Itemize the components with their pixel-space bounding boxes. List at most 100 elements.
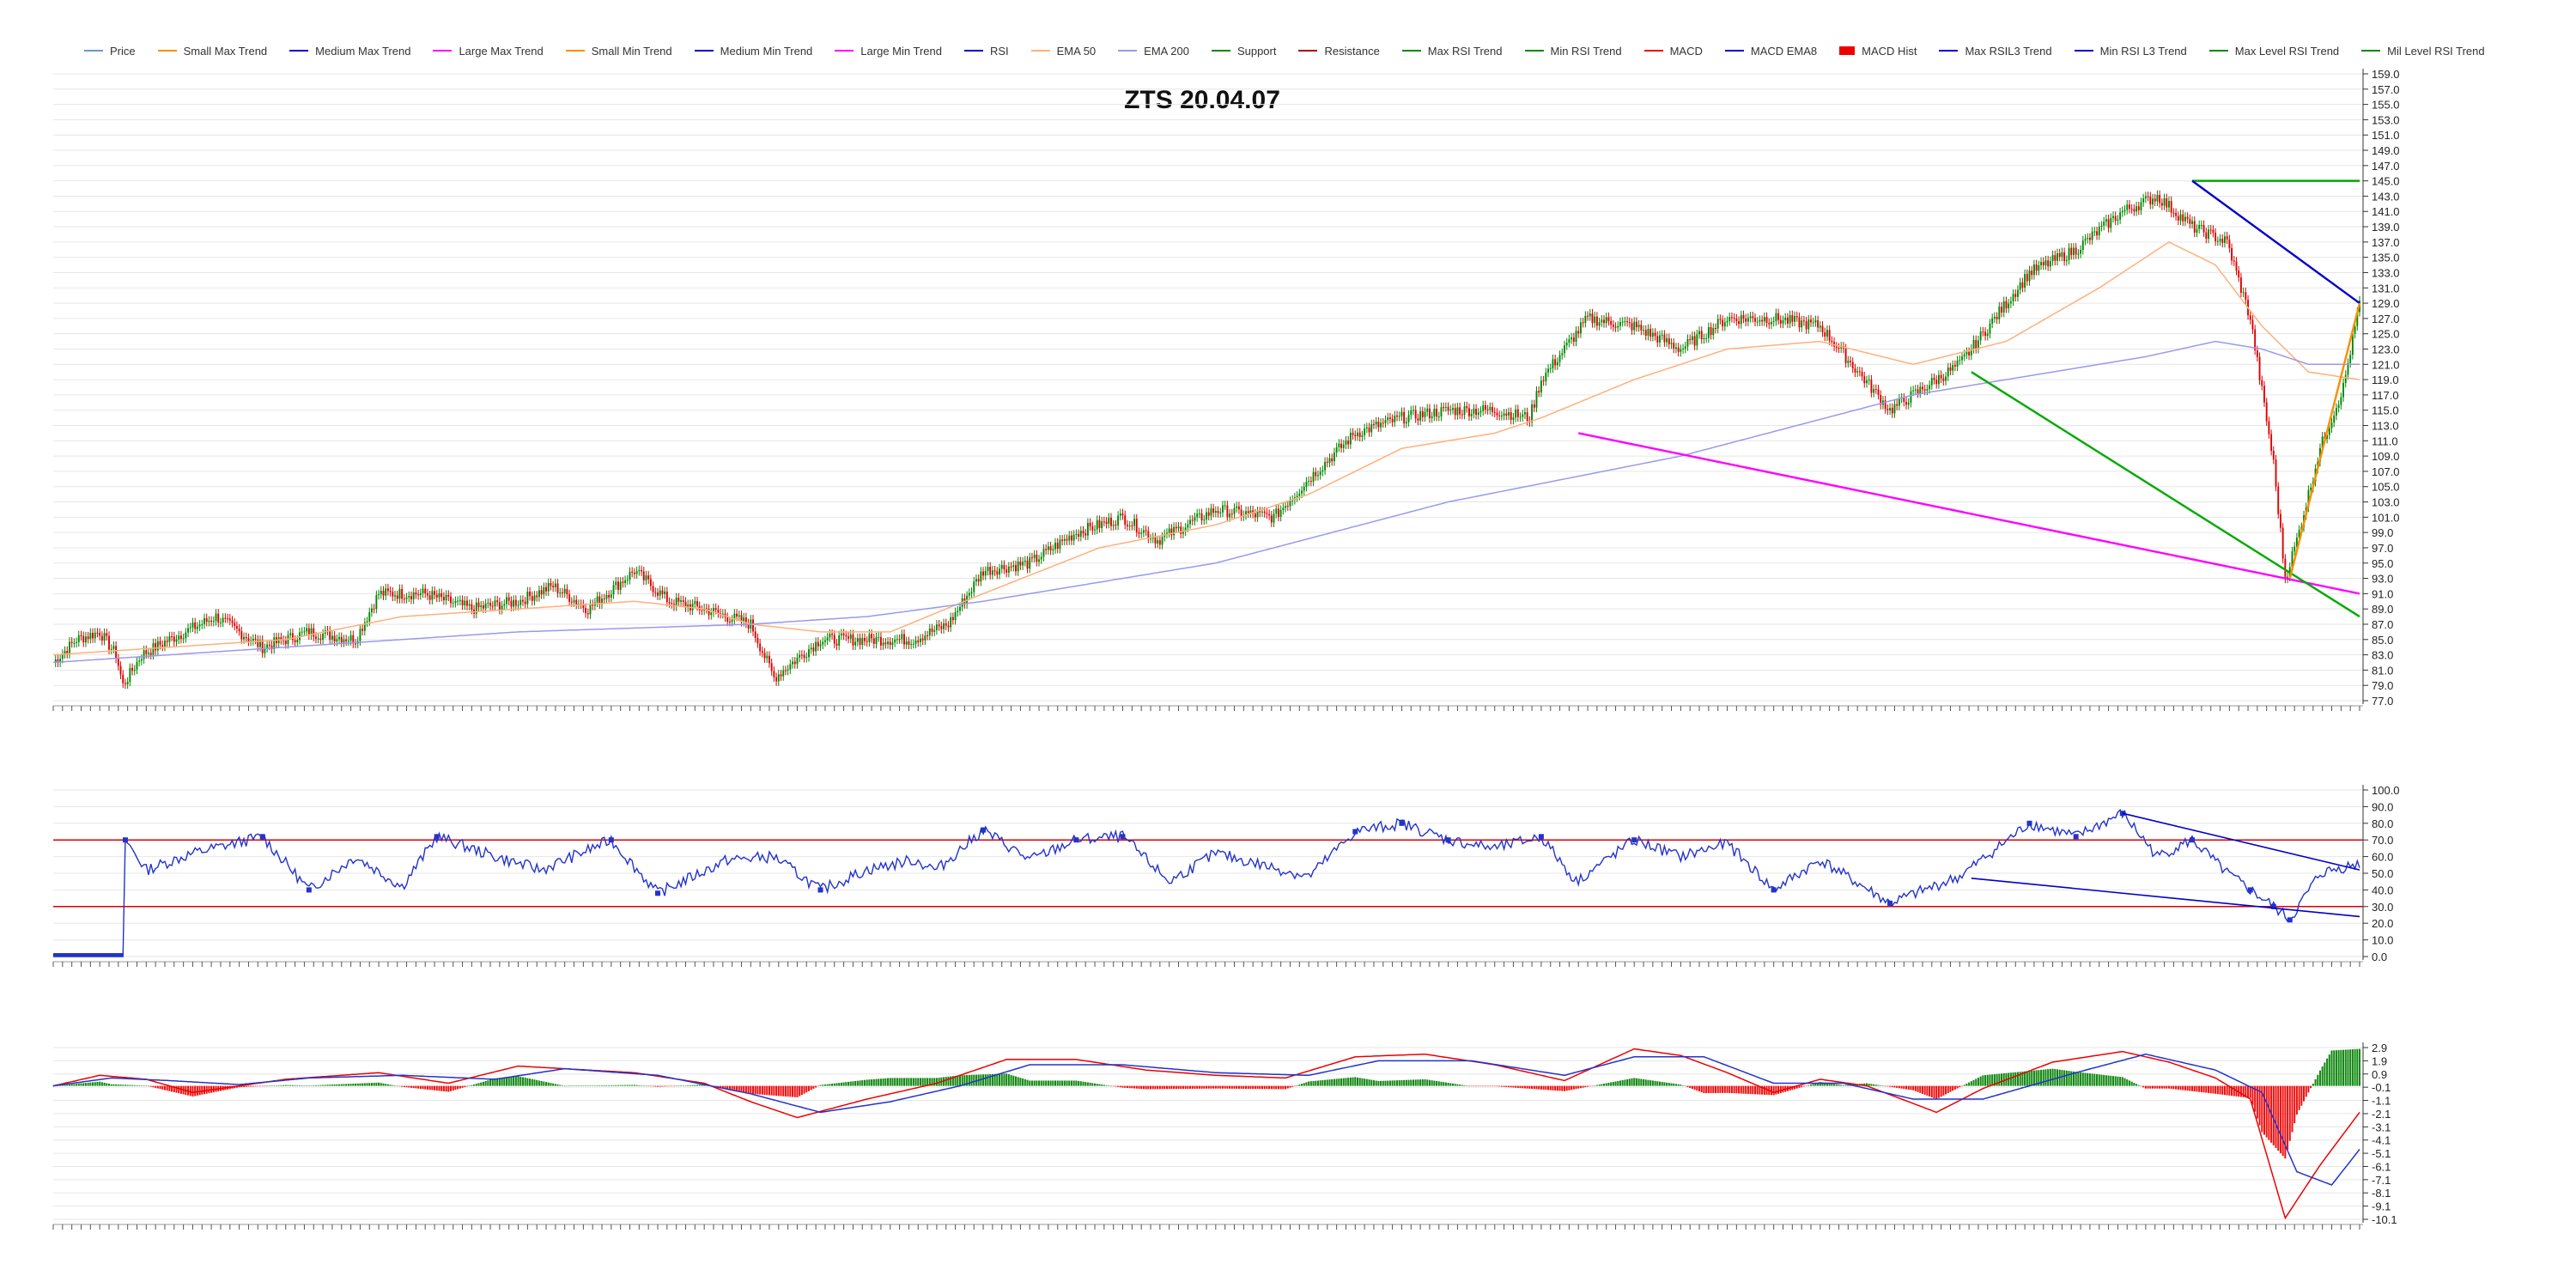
legend-item: Min RSI Trend: [1524, 41, 1622, 60]
candle-body: [317, 638, 319, 640]
candle-body: [1158, 540, 1161, 545]
candle-body: [1956, 360, 1959, 367]
candle-body: [264, 647, 266, 653]
macd-hist-bar: [175, 1085, 178, 1093]
candle-body: [543, 586, 545, 595]
macd-hist-bar: [1096, 1084, 1098, 1086]
candle-body: [1691, 336, 1693, 341]
y-tick-label: 119.0: [2372, 374, 2399, 386]
macd-hist-bar: [1335, 1078, 1338, 1086]
macd-hist-bar: [1601, 1084, 1603, 1086]
candle-body: [665, 591, 668, 603]
candle-body: [1426, 408, 1429, 412]
macd-hist-bar: [1772, 1085, 1775, 1096]
candle-body: [1898, 398, 1900, 406]
candle-body: [329, 630, 331, 640]
y-tick-label: -9.1: [2372, 1200, 2391, 1213]
candle-body: [1373, 424, 1375, 426]
macd-hist-bar: [2179, 1085, 2182, 1091]
macd-hist-bar: [751, 1085, 755, 1095]
candle-body: [1661, 334, 1663, 336]
macd-hist-bar: [2351, 1049, 2354, 1086]
candle-body: [1558, 355, 1561, 362]
candle-body: [204, 617, 205, 624]
macd-hist-bar: [896, 1078, 898, 1086]
legend-label: Mil Level RSI Trend: [2387, 44, 2485, 58]
candle-body: [2093, 231, 2096, 233]
y-tick-label: 139.0: [2372, 221, 2400, 234]
macd-hist-bar: [280, 1084, 283, 1086]
macd-hist-bar: [1486, 1085, 1489, 1087]
macd-hist-bar: [1763, 1085, 1765, 1095]
candle-body: [1086, 522, 1089, 536]
candle-body: [175, 639, 178, 642]
macd-hist-bar: [982, 1074, 985, 1086]
candle-body: [1145, 530, 1147, 532]
candle-body: [280, 637, 283, 641]
candle-body: [338, 636, 340, 640]
macd-hist-bar: [1019, 1078, 1022, 1086]
macd-hist-bar: [1577, 1085, 1580, 1089]
macd-hist-bar: [878, 1078, 880, 1086]
macd-hist-bar: [1005, 1073, 1008, 1086]
candle-body: [1168, 528, 1170, 533]
candle-body: [849, 634, 852, 639]
macd-hist-bar: [2279, 1085, 2281, 1154]
candle-body: [1795, 316, 1798, 318]
candle-body: [1033, 555, 1036, 558]
candle-body: [1759, 319, 1761, 322]
macd-hist-bar: [2061, 1070, 2063, 1086]
candle-body: [2112, 216, 2114, 218]
candle-body: [2202, 224, 2205, 233]
macd-hist-bar: [524, 1078, 526, 1086]
candle-body: [624, 580, 627, 583]
chart-title: ZTS 20.04.07: [1124, 86, 1280, 114]
candle-body: [403, 598, 405, 600]
macd-hist-bar: [1414, 1079, 1417, 1086]
candle-body: [1519, 416, 1522, 418]
macd-hist-bar: [1554, 1085, 1557, 1091]
candle-body: [1975, 339, 1978, 349]
candle-body: [385, 588, 387, 596]
macd-hist-bar: [505, 1077, 508, 1086]
macd-hist-bar: [138, 1084, 141, 1086]
rsi-pivot-marker: [817, 887, 823, 893]
macd-hist-bar: [1431, 1080, 1433, 1086]
macd-hist-bar: [2072, 1071, 2075, 1086]
macd-hist-bar: [536, 1079, 538, 1086]
macd-hist-bar: [1716, 1085, 1719, 1093]
macd-hist-bar: [1086, 1082, 1089, 1086]
candle-body: [1084, 533, 1087, 536]
macd-hist-bar: [270, 1085, 273, 1086]
ema200-line: [52, 340, 2360, 664]
macd-hist-bar: [1054, 1080, 1057, 1086]
macd-hist-bar: [2177, 1085, 2179, 1090]
macd-hist-bar: [2219, 1085, 2221, 1095]
macd-hist-bar: [1595, 1084, 1598, 1086]
candle-body: [1712, 327, 1715, 336]
candle-body: [947, 625, 950, 628]
rsi-pivot-marker: [1538, 834, 1544, 840]
macd-hist-bar: [954, 1075, 957, 1086]
candle-body: [1923, 389, 1926, 391]
macd-hist-bar: [283, 1084, 285, 1086]
candle-body: [562, 592, 563, 594]
macd-hist-bar: [1998, 1073, 2001, 1086]
candle-body: [501, 605, 503, 611]
macd-hist-bar: [566, 1085, 568, 1087]
macd-hist-bar: [924, 1078, 927, 1086]
macd-hist-bar: [2263, 1085, 2266, 1135]
candle-body: [59, 659, 62, 663]
candle-body: [891, 642, 894, 646]
y-tick-label: 91.0: [2372, 587, 2393, 600]
candle-body: [401, 588, 404, 599]
y-tick-label: -7.1: [2372, 1174, 2391, 1187]
candle-body: [638, 569, 641, 572]
macd-hist-bar: [1252, 1085, 1255, 1090]
candle-body: [2130, 209, 2133, 210]
macd-hist-bar: [2038, 1070, 2040, 1086]
candle-body: [368, 612, 371, 622]
macd-hist-bar: [1470, 1085, 1473, 1087]
candle-body: [864, 637, 866, 641]
macd-hist-bar: [1115, 1085, 1117, 1087]
